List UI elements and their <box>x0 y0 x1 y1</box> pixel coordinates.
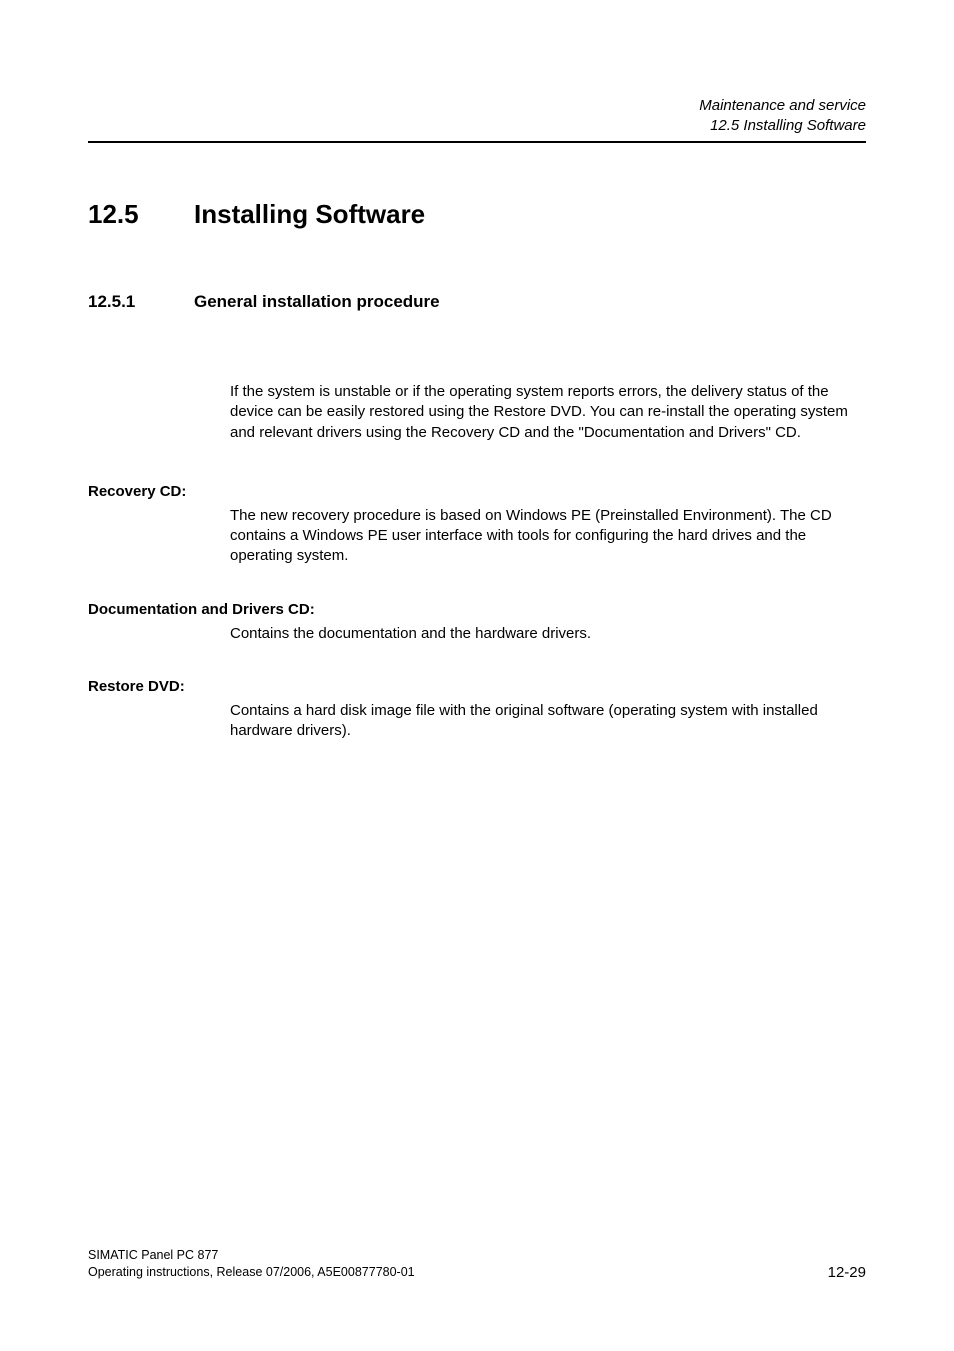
section-heading: Restore DVD: <box>88 678 866 695</box>
section-body: Contains a hard disk image file with the… <box>230 701 866 742</box>
h1-number: 12.5 <box>88 199 194 230</box>
h2-number: 12.5.1 <box>88 292 194 312</box>
section-body: The new recovery procedure is based on W… <box>230 506 866 567</box>
footer-product: SIMATIC Panel PC 877 <box>88 1247 415 1264</box>
header-section: 12.5 Installing Software <box>88 116 866 136</box>
header-rule <box>88 141 866 143</box>
header-chapter: Maintenance and service <box>88 96 866 116</box>
section-heading: Documentation and Drivers CD: <box>88 601 866 618</box>
footer-docline: Operating instructions, Release 07/2006,… <box>88 1264 415 1281</box>
intro-paragraph: If the system is unstable or if the oper… <box>230 382 866 443</box>
running-header: Maintenance and service 12.5 Installing … <box>88 96 866 135</box>
section-body: Contains the documentation and the hardw… <box>230 624 866 644</box>
section-documentation-drivers-cd: Documentation and Drivers CD: Contains t… <box>88 601 866 644</box>
h1-title: Installing Software <box>194 199 425 230</box>
section-recovery-cd: Recovery CD: The new recovery procedure … <box>88 483 866 567</box>
page-container: Maintenance and service 12.5 Installing … <box>0 0 954 741</box>
section-restore-dvd: Restore DVD: Contains a hard disk image … <box>88 678 866 742</box>
heading-level-2: 12.5.1 General installation procedure <box>88 292 866 312</box>
section-heading: Recovery CD: <box>88 483 866 500</box>
heading-level-1: 12.5 Installing Software <box>88 199 866 230</box>
page-footer: SIMATIC Panel PC 877 Operating instructi… <box>88 1247 866 1281</box>
footer-page-number: 12-29 <box>828 1264 866 1281</box>
h2-title: General installation procedure <box>194 292 440 312</box>
footer-left: SIMATIC Panel PC 877 Operating instructi… <box>88 1247 415 1281</box>
